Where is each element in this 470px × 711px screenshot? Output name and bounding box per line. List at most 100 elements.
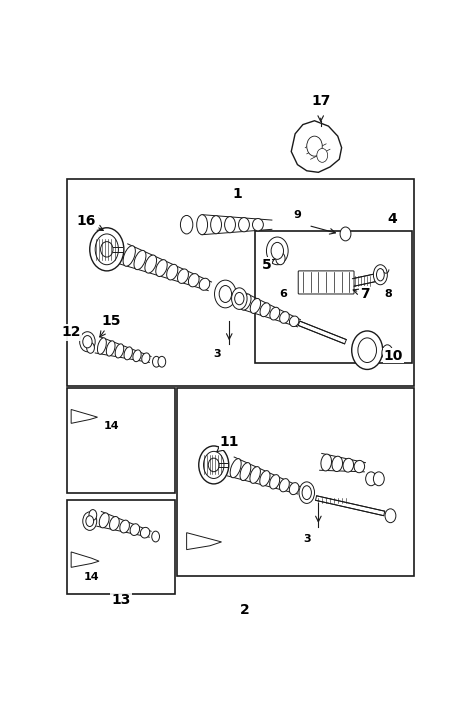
- Ellipse shape: [240, 294, 251, 310]
- Ellipse shape: [250, 299, 260, 314]
- Ellipse shape: [343, 459, 353, 472]
- Polygon shape: [187, 533, 221, 550]
- Ellipse shape: [199, 278, 210, 290]
- Ellipse shape: [280, 311, 290, 324]
- Text: 16: 16: [76, 214, 103, 230]
- Text: 1: 1: [232, 187, 242, 201]
- Ellipse shape: [214, 280, 236, 308]
- Ellipse shape: [358, 338, 376, 363]
- Polygon shape: [71, 410, 97, 423]
- Ellipse shape: [240, 463, 251, 481]
- Bar: [66, 179, 414, 385]
- Text: 14: 14: [84, 572, 99, 582]
- Text: 8: 8: [384, 289, 392, 299]
- Ellipse shape: [156, 260, 167, 277]
- Ellipse shape: [270, 475, 280, 489]
- Ellipse shape: [290, 316, 299, 326]
- Ellipse shape: [101, 242, 113, 257]
- Ellipse shape: [89, 510, 97, 520]
- Ellipse shape: [260, 303, 270, 316]
- Ellipse shape: [389, 348, 395, 358]
- Ellipse shape: [110, 516, 119, 530]
- Polygon shape: [315, 496, 385, 515]
- Ellipse shape: [376, 269, 384, 281]
- Text: 10: 10: [383, 348, 403, 363]
- Ellipse shape: [199, 446, 229, 484]
- Ellipse shape: [134, 250, 146, 269]
- Ellipse shape: [188, 274, 199, 287]
- Ellipse shape: [260, 471, 270, 486]
- Text: 4: 4: [387, 212, 397, 225]
- Text: 2: 2: [240, 603, 250, 616]
- Text: 14: 14: [104, 422, 119, 432]
- Ellipse shape: [211, 215, 221, 234]
- Ellipse shape: [90, 228, 124, 271]
- Ellipse shape: [225, 217, 235, 232]
- Text: 17: 17: [311, 95, 330, 109]
- Ellipse shape: [219, 286, 232, 302]
- Text: 13: 13: [111, 594, 131, 607]
- Ellipse shape: [299, 482, 314, 503]
- Ellipse shape: [340, 227, 351, 241]
- Ellipse shape: [80, 332, 95, 352]
- Ellipse shape: [302, 486, 312, 500]
- Ellipse shape: [97, 338, 106, 354]
- Ellipse shape: [208, 458, 219, 471]
- Ellipse shape: [120, 520, 129, 533]
- Ellipse shape: [266, 237, 288, 264]
- Ellipse shape: [235, 292, 244, 305]
- Ellipse shape: [83, 336, 92, 348]
- Ellipse shape: [239, 218, 250, 232]
- Ellipse shape: [366, 472, 376, 486]
- Ellipse shape: [373, 264, 387, 284]
- Ellipse shape: [382, 345, 393, 360]
- Ellipse shape: [133, 350, 141, 362]
- Ellipse shape: [86, 343, 94, 353]
- Text: 9: 9: [293, 210, 301, 220]
- Ellipse shape: [197, 215, 208, 235]
- Ellipse shape: [106, 341, 115, 356]
- Ellipse shape: [280, 479, 290, 492]
- Bar: [66, 500, 175, 594]
- Text: 12: 12: [61, 326, 80, 339]
- Polygon shape: [71, 552, 99, 567]
- Polygon shape: [291, 121, 342, 172]
- Polygon shape: [298, 321, 346, 344]
- Ellipse shape: [167, 264, 178, 280]
- Ellipse shape: [86, 515, 94, 527]
- Ellipse shape: [352, 331, 383, 370]
- Text: 3: 3: [303, 534, 311, 544]
- Ellipse shape: [130, 524, 140, 535]
- Ellipse shape: [373, 472, 384, 486]
- Ellipse shape: [332, 456, 343, 471]
- Ellipse shape: [123, 246, 135, 266]
- Ellipse shape: [83, 512, 97, 530]
- Ellipse shape: [142, 353, 150, 363]
- Ellipse shape: [250, 466, 260, 483]
- Bar: [66, 388, 175, 493]
- Ellipse shape: [270, 307, 280, 320]
- Ellipse shape: [178, 269, 188, 284]
- Ellipse shape: [276, 252, 285, 264]
- Text: 15: 15: [100, 314, 121, 337]
- Text: 6: 6: [280, 289, 288, 299]
- Ellipse shape: [95, 234, 118, 264]
- Text: 5: 5: [262, 257, 274, 272]
- Ellipse shape: [152, 531, 159, 542]
- Ellipse shape: [180, 215, 193, 234]
- Ellipse shape: [230, 459, 241, 478]
- Text: 3: 3: [214, 349, 221, 359]
- Bar: [255, 231, 412, 363]
- Ellipse shape: [115, 344, 124, 358]
- Polygon shape: [352, 274, 376, 287]
- Ellipse shape: [354, 461, 365, 473]
- Ellipse shape: [158, 356, 166, 367]
- Ellipse shape: [145, 255, 157, 273]
- FancyBboxPatch shape: [298, 271, 354, 294]
- Ellipse shape: [124, 347, 133, 360]
- Text: 7: 7: [353, 287, 370, 301]
- Ellipse shape: [290, 483, 299, 495]
- Ellipse shape: [232, 288, 247, 309]
- Ellipse shape: [99, 513, 109, 528]
- Ellipse shape: [385, 509, 396, 523]
